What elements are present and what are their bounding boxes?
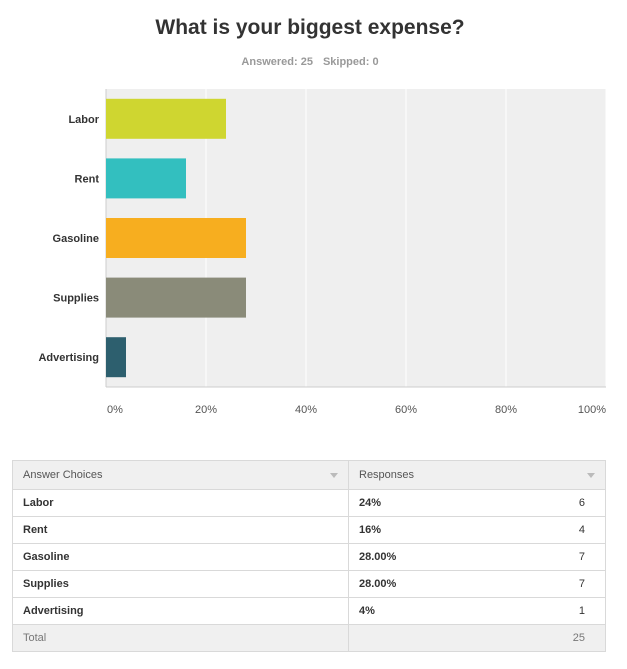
response-count: 1 bbox=[489, 597, 606, 625]
header-responses[interactable]: Responses bbox=[348, 460, 606, 490]
skipped-count: Skipped: 0 bbox=[322, 56, 379, 68]
bar-chart: Labor Rent Gasoline Supplies Advertising 0% 2… bbox=[38, 89, 607, 416]
response-percent: 24% bbox=[348, 489, 489, 517]
sort-chevron-down-icon[interactable] bbox=[587, 473, 595, 478]
bars bbox=[106, 98, 246, 378]
tick-label: 20% bbox=[195, 404, 217, 416]
response-count: 6 bbox=[489, 489, 606, 517]
category-label: Rent bbox=[75, 173, 100, 185]
category-label: Gasoline bbox=[53, 233, 99, 245]
response-count: 7 bbox=[489, 570, 606, 598]
header-answer-choices[interactable]: Answer Choices bbox=[12, 460, 349, 490]
response-percent: 28.00% bbox=[348, 543, 489, 571]
answer-choice: Supplies bbox=[12, 570, 349, 598]
bar-labor[interactable] bbox=[106, 98, 226, 139]
category-label: Labor bbox=[68, 114, 99, 126]
total-count: 25 bbox=[489, 624, 606, 652]
answered-count: Answered: 25 bbox=[241, 56, 313, 68]
response-stats: Answered: 25 Skipped: 0 bbox=[0, 56, 620, 68]
response-percent: 4% bbox=[348, 597, 489, 625]
table-row: Gasoline 28.00% 7 bbox=[12, 543, 606, 571]
category-labels: Labor Rent Gasoline Supplies Advertising bbox=[38, 114, 99, 364]
bar-advertising[interactable] bbox=[106, 337, 126, 378]
response-percent: 28.00% bbox=[348, 570, 489, 598]
category-label: Supplies bbox=[53, 293, 99, 305]
category-label: Advertising bbox=[38, 352, 99, 364]
response-count: 7 bbox=[489, 543, 606, 571]
bar-rent[interactable] bbox=[106, 158, 186, 199]
tick-label: 40% bbox=[295, 404, 317, 416]
chart-title: What is your biggest expense? bbox=[155, 16, 465, 39]
response-percent: 16% bbox=[348, 516, 489, 544]
answer-choice: Gasoline bbox=[12, 543, 349, 571]
bar-gasoline[interactable] bbox=[106, 218, 246, 258]
answer-choice: Rent bbox=[12, 516, 349, 544]
tick-label: 100% bbox=[578, 404, 606, 416]
table-row: Labor 24% 6 bbox=[12, 489, 606, 517]
tick-label: 60% bbox=[395, 404, 417, 416]
answer-choice: Labor bbox=[12, 489, 349, 517]
sort-chevron-down-icon[interactable] bbox=[330, 473, 338, 478]
tick-labels: 0% 20% 40% 60% 80% 100% bbox=[107, 404, 606, 416]
table-row: Rent 16% 4 bbox=[12, 516, 606, 544]
table-row: Advertising 4% 1 bbox=[12, 597, 606, 625]
total-row: Total 25 bbox=[12, 624, 606, 652]
answer-choice: Advertising bbox=[12, 597, 349, 625]
results-table: Answer Choices Responses Labor 24% 6 Ren… bbox=[12, 460, 606, 652]
total-label: Total bbox=[12, 624, 349, 652]
bar-supplies[interactable] bbox=[106, 277, 246, 318]
tick-label: 0% bbox=[107, 404, 123, 416]
tick-label: 80% bbox=[495, 404, 517, 416]
table-row: Supplies 28.00% 7 bbox=[12, 570, 606, 598]
response-count: 4 bbox=[489, 516, 606, 544]
